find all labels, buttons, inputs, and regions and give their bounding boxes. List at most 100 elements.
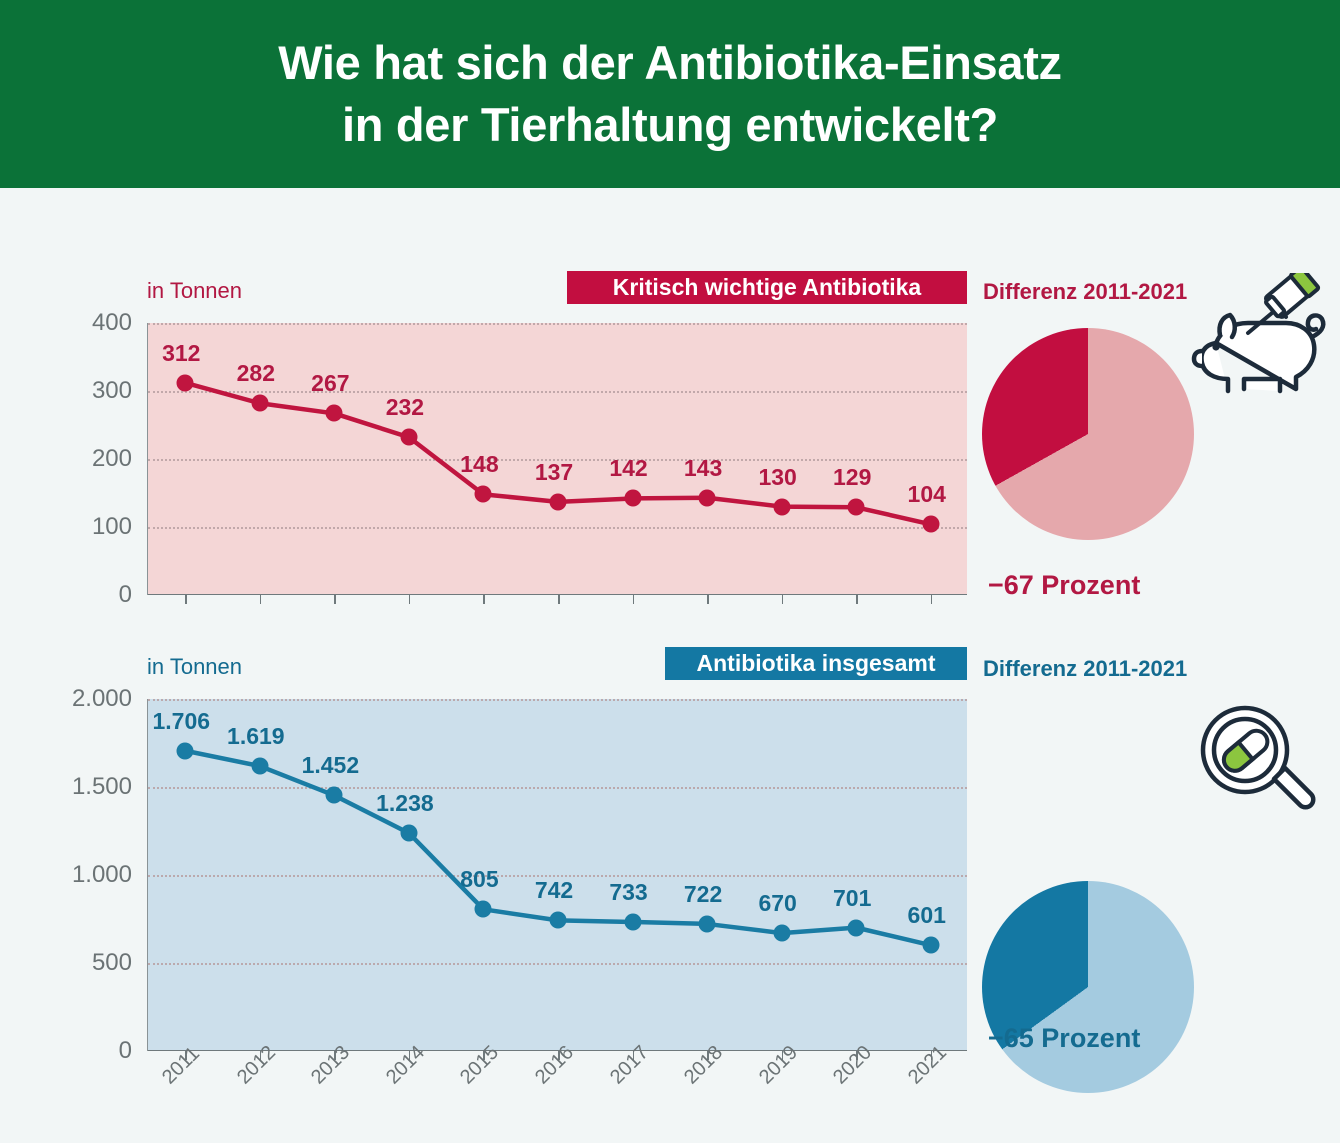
chart2-difference-percent: −65 Prozent (988, 1023, 1141, 1053)
chart-antibiotika-insgesamt: in Tonnen Antibiotika insgesamt Differen… (0, 638, 1340, 1143)
data-point-label: 267 (311, 370, 350, 397)
data-point-label: 104 (907, 481, 946, 508)
magnifier-with-pill-icon (1190, 700, 1320, 825)
data-point[interactable] (400, 428, 418, 446)
data-point-label: 742 (534, 877, 574, 904)
data-point-label: 232 (385, 394, 425, 421)
x-axis-tick (632, 1051, 635, 1060)
data-point[interactable] (773, 924, 791, 942)
data-point-label: 701 (832, 884, 872, 911)
y-axis-tick-label: 100 (91, 513, 132, 540)
data-point-label: 722 (683, 880, 723, 907)
data-point-label: 148 (460, 451, 499, 478)
gridline (148, 787, 967, 789)
data-point-label: 137 (534, 458, 574, 485)
data-point[interactable] (847, 498, 865, 516)
data-point-label: 805 (460, 866, 499, 893)
data-point[interactable] (698, 489, 716, 507)
data-point[interactable] (549, 911, 567, 929)
x-axis-tick (483, 595, 485, 604)
data-point-label: 129 (832, 464, 872, 491)
y-axis-tick-label: 1.000 (71, 861, 132, 888)
chart1-difference-pie (982, 328, 1194, 540)
y-axis-tick-label: 200 (91, 445, 132, 472)
page-title-line-2: in der Tierhaltung entwickelt? (341, 98, 999, 151)
series-line (183, 748, 933, 948)
chart2-series-badge: Antibiotika insgesamt (665, 647, 967, 680)
data-point[interactable] (922, 936, 940, 954)
chart-kritisch-wichtige-antibiotika: in Tonnen Kritisch wichtige Antibiotika … (0, 188, 1340, 638)
data-point-label: 130 (758, 463, 797, 490)
chart2-unit-label: in Tonnen (147, 654, 243, 679)
x-axis-tick (781, 595, 784, 604)
chart2-plot-area: 1.706 1.619 1.452 1.238 805 742 733 722 670 701 60… (147, 699, 967, 1060)
data-point[interactable] (847, 919, 865, 937)
x-axis-tick (707, 595, 709, 604)
data-point[interactable] (325, 786, 343, 804)
x-axis-tick (408, 1051, 411, 1060)
gridline (148, 963, 967, 965)
data-point-label: 282 (236, 360, 275, 387)
y-axis-tick-label: 500 (91, 949, 132, 976)
data-point-label: 1.452 (301, 752, 360, 779)
chart1-unit-label: in Tonnen (147, 278, 243, 303)
chart1-plot-area: 312 282 267 232 148 137 142 143 130 129 104 (147, 323, 967, 604)
data-point-label: 733 (609, 878, 648, 905)
data-point[interactable] (773, 498, 791, 516)
y-axis-tick-label: 1.500 (71, 773, 132, 800)
data-point[interactable] (400, 824, 418, 842)
gridline (148, 459, 967, 461)
data-point[interactable] (176, 374, 194, 392)
x-axis-tick (930, 595, 933, 604)
data-point-label: 143 (683, 454, 723, 481)
x-axis-tick (259, 1051, 262, 1060)
data-point[interactable] (325, 404, 343, 422)
chart1-difference-percent: −67 Prozent (988, 570, 1141, 600)
x-axis-tick (707, 1051, 709, 1060)
x-axis-tick (856, 1051, 858, 1060)
data-point-label: 312 (162, 339, 201, 366)
data-point[interactable] (474, 485, 492, 503)
data-point[interactable] (176, 742, 194, 760)
header-banner: Wie hat sich der Antibiotika-Einsatz in … (0, 0, 1340, 188)
data-point-label: 142 (609, 455, 648, 482)
data-point-label: 1.619 (227, 723, 285, 750)
gridline (148, 875, 967, 877)
data-point[interactable] (624, 489, 642, 507)
x-axis-tick (781, 1051, 784, 1060)
data-point[interactable] (251, 394, 269, 412)
x-axis-tick (185, 595, 187, 604)
y-axis-tick-label: 2.000 (71, 685, 132, 712)
chart1-difference-title: Differenz 2011-2021 (983, 279, 1188, 304)
data-point[interactable] (698, 915, 716, 933)
gridline (148, 323, 967, 325)
gridline (148, 391, 967, 393)
y-axis-tick-label: 400 (91, 309, 132, 336)
gridline (148, 527, 967, 529)
page-title-line-1: Wie hat sich der Antibiotika-Einsatz (278, 36, 1062, 89)
data-point[interactable] (549, 493, 567, 511)
y-axis-tick-label: 0 (118, 581, 132, 608)
data-point[interactable] (474, 900, 492, 918)
data-point-label: 1.238 (376, 790, 434, 817)
data-point[interactable] (922, 515, 940, 533)
pig-with-syringe-icon (1188, 265, 1328, 403)
x-axis-tick (334, 1051, 336, 1060)
x-axis-tick (334, 595, 336, 604)
x-axis-tick (408, 595, 411, 604)
data-point[interactable] (624, 913, 642, 931)
x-axis-tick (558, 595, 560, 604)
data-point-label: 670 (758, 890, 797, 917)
data-point-label: 601 (907, 902, 946, 929)
x-axis-tick (259, 595, 262, 604)
x-axis-tick (632, 595, 635, 604)
chart1-series-badge: Kritisch wichtige Antibiotika (567, 271, 967, 304)
x-axis-tick (930, 1051, 933, 1060)
chart2-baseline (148, 1050, 967, 1051)
x-axis-tick (483, 1051, 485, 1060)
data-point-label: 1.706 (152, 707, 211, 734)
data-point[interactable] (251, 757, 269, 775)
x-axis-tick (185, 1051, 187, 1060)
y-axis-tick-label: 0 (118, 1037, 132, 1064)
x-axis-tick (856, 595, 858, 604)
